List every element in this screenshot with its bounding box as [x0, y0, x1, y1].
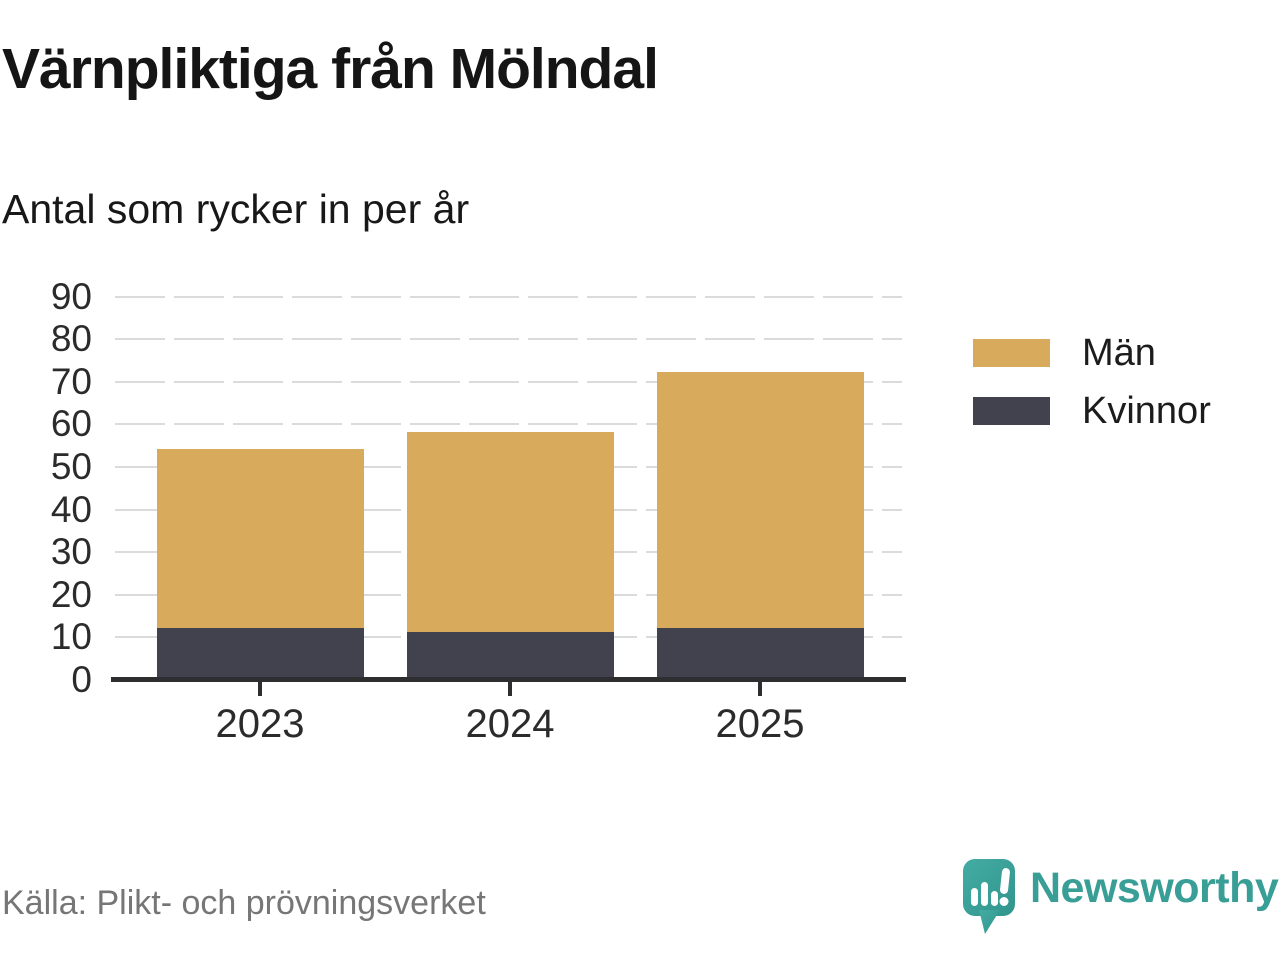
legend-label-män: Män: [1082, 332, 1156, 374]
bar-2024-män: [406, 432, 614, 632]
source-note: Källa: Plikt- och prövningsverket: [2, 884, 486, 922]
y-axis-label-50: 50: [50, 446, 92, 487]
y-axis-label-70: 70: [50, 361, 92, 402]
brand-name: Newsworthy: [1030, 864, 1279, 912]
y-axis-label-20: 20: [50, 574, 92, 615]
legend-swatch-kvinnor: [973, 397, 1050, 425]
newsworthy-logo-icon: [963, 859, 1015, 934]
bar-2025-kvinnor: [656, 628, 864, 679]
x-axis-tick-2024: [508, 682, 512, 696]
x-axis-tick-2023: [258, 682, 262, 696]
chart-title: Värnpliktiga från Mölndal: [2, 37, 659, 101]
brand-logo: Newsworthy: [962, 856, 1280, 940]
y-axis-label-30: 30: [50, 531, 92, 572]
y-axis-label-10: 10: [50, 616, 92, 657]
gridline-70: [115, 381, 902, 383]
x-axis-label-2024: 2024: [465, 702, 555, 746]
y-axis-label-60: 60: [50, 403, 92, 444]
bar-2023-kvinnor: [156, 628, 364, 679]
x-axis-line: [111, 677, 906, 682]
x-axis-label-2025: 2025: [715, 702, 805, 746]
chart-subtitle: Antal som rycker in per år: [2, 186, 470, 232]
gridline-80: [115, 338, 902, 340]
gridline-90: [115, 296, 902, 298]
y-axis-label-90: 90: [50, 276, 92, 317]
legend-label-kvinnor: Kvinnor: [1082, 390, 1211, 432]
bar-2024-kvinnor: [406, 632, 614, 679]
legend-swatch-män: [973, 339, 1050, 367]
bar-2025-män: [656, 372, 864, 628]
y-axis-label-80: 80: [50, 318, 92, 359]
y-axis-label-0: 0: [71, 659, 92, 700]
bar-2023-män: [156, 449, 364, 628]
x-axis-label-2023: 2023: [215, 702, 305, 746]
gridline-60: [115, 423, 902, 425]
y-axis-label-40: 40: [50, 489, 92, 530]
x-axis-tick-2025: [758, 682, 762, 696]
